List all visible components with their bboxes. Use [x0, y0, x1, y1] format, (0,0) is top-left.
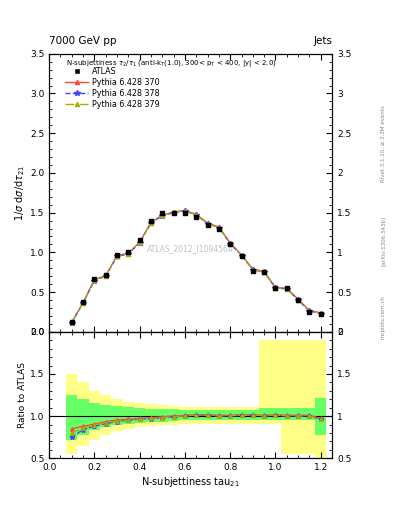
X-axis label: N-subjettiness tau$_{21}$: N-subjettiness tau$_{21}$	[141, 475, 240, 489]
Text: Jets: Jets	[313, 36, 332, 46]
Y-axis label: Ratio to ATLAS: Ratio to ATLAS	[18, 362, 27, 428]
Legend: ATLAS, Pythia 6.428 370, Pythia 6.428 378, Pythia 6.428 379: ATLAS, Pythia 6.428 370, Pythia 6.428 37…	[64, 66, 160, 110]
Y-axis label: 1/$\sigma$ d$\sigma$/d$\tau_{21}$: 1/$\sigma$ d$\sigma$/d$\tau_{21}$	[13, 164, 27, 221]
Text: 7000 GeV pp: 7000 GeV pp	[49, 36, 117, 46]
Text: N-subjettiness $\tau_2/\tau_1$ (anti-k$_\mathrm{T}$(1.0), 300< p$_\mathrm{T}$ < : N-subjettiness $\tau_2/\tau_1$ (anti-k$_…	[66, 58, 277, 69]
Text: Rivet 3.1.10, ≥ 3.3M events: Rivet 3.1.10, ≥ 3.3M events	[381, 105, 386, 182]
Text: ATLAS_2012_I1094564: ATLAS_2012_I1094564	[147, 244, 234, 253]
Text: mcplots.cern.ch: mcplots.cern.ch	[381, 295, 386, 339]
Text: [arXiv:1306.3436]: [arXiv:1306.3436]	[381, 216, 386, 266]
